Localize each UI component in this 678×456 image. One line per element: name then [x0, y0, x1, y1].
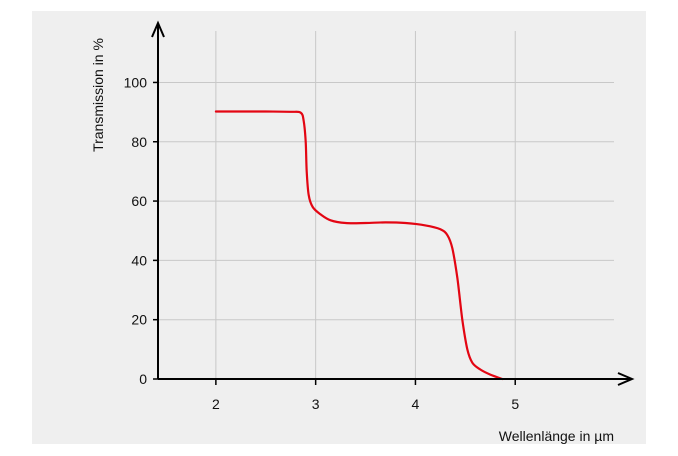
data-series: [214, 110, 504, 381]
axes: [151, 20, 635, 386]
x-axis-arrow: [617, 372, 635, 386]
chart: 0 20 40 60 80 100 2 3 4 5 Transmission in % Well…: [90, 20, 635, 444]
x-tick-labels: 2 3 4 5: [212, 379, 519, 412]
x-tick-label: 2: [212, 396, 220, 412]
y-tick-label: 100: [124, 74, 148, 90]
y-tick-label: 40: [131, 252, 147, 268]
series-line: [214, 110, 504, 381]
y-tick-labels: 0 20 40 60 80 100: [124, 74, 158, 387]
y-tick-label: 20: [131, 312, 147, 328]
x-tick-label: 3: [312, 396, 320, 412]
y-axis-arrow: [151, 20, 165, 38]
y-tick-label: 80: [131, 134, 147, 150]
y-tick-label: 0: [139, 371, 147, 387]
grid-lines: [158, 31, 614, 379]
y-tick-label: 60: [131, 193, 147, 209]
x-axis-label: Wellenlänge in µm: [499, 428, 614, 444]
y-axis-label: Transmission in %: [90, 38, 106, 152]
chart-panel: 0 20 40 60 80 100 2 3 4 5 Transmission in % Well…: [32, 11, 646, 444]
x-tick-label: 5: [511, 396, 519, 412]
x-tick-label: 4: [412, 396, 420, 412]
